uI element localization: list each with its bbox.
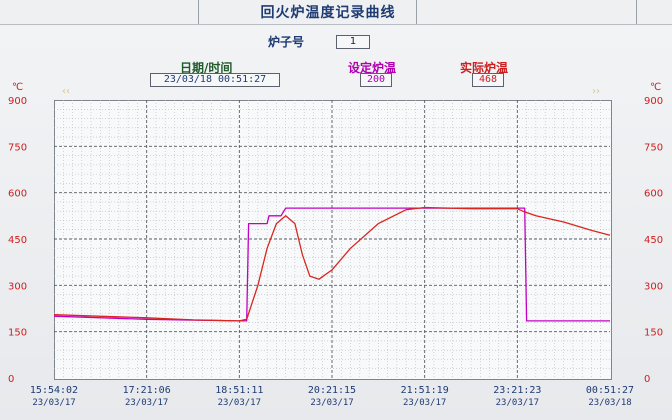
x-tick-label: 00:51:27 23/03/18 [575,385,645,409]
x-tick-time: 17:21:06 [112,385,182,397]
y-tick-label-left: 900 [8,96,27,107]
x-tick-time: 23:21:23 [482,385,552,397]
y-tick-label-right: 150 [644,328,663,339]
x-tick-time: 15:54:02 [19,385,89,397]
x-tick-date: 23/03/17 [482,397,552,409]
y-tick-label-right: 450 [644,235,663,246]
y-tick-label-left: 600 [8,189,27,200]
y-tick-label-left: 750 [8,142,27,153]
x-tick-time: 00:51:27 [575,385,645,397]
x-tick-date: 23/03/17 [297,397,367,409]
x-tick-date: 23/03/17 [204,397,274,409]
x-tick-time: 18:51:11 [204,385,274,397]
x-tick-label: 21:51:19 23/03/17 [390,385,460,409]
y-tick-label-left: 300 [8,281,27,292]
x-tick-label: 15:54:02 23/03/17 [19,385,89,409]
y-tick-label-right: 750 [644,142,663,153]
x-tick-time: 20:21:15 [297,385,367,397]
x-tick-date: 23/03/18 [575,397,645,409]
y-tick-label-left: 150 [8,328,27,339]
y-tick-label-left: 0 [8,374,14,385]
x-tick-label: 17:21:06 23/03/17 [112,385,182,409]
x-tick-date: 23/03/17 [112,397,182,409]
y-tick-label-left: 450 [8,235,27,246]
x-tick-time: 21:51:19 [390,385,460,397]
y-tick-label-right: 600 [644,189,663,200]
x-tick-label: 23:21:23 23/03/17 [482,385,552,409]
x-tick-label: 18:51:11 23/03/17 [204,385,274,409]
y-tick-label-right: 300 [644,281,663,292]
y-tick-label-right: 900 [644,96,663,107]
x-tick-label: 20:21:15 23/03/17 [297,385,367,409]
x-tick-date: 23/03/17 [390,397,460,409]
x-tick-date: 23/03/17 [19,397,89,409]
y-tick-label-right: 0 [644,374,650,385]
